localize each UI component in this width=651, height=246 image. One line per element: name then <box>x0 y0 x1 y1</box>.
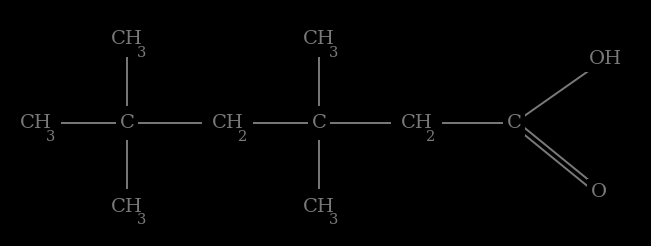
Text: OH: OH <box>589 50 622 68</box>
Text: CH: CH <box>111 198 143 216</box>
Text: OH: OH <box>589 50 622 68</box>
Text: 2: 2 <box>426 130 436 143</box>
Text: C: C <box>507 114 521 132</box>
Text: CH2: CH2 <box>206 114 250 132</box>
Text: 3: 3 <box>137 213 146 227</box>
Text: C: C <box>312 114 326 132</box>
Text: CH2: CH2 <box>395 114 439 132</box>
Text: CH: CH <box>303 30 335 48</box>
Text: CH3: CH3 <box>297 30 341 48</box>
Text: 3: 3 <box>137 46 146 60</box>
Text: CH: CH <box>111 30 143 48</box>
Text: O: O <box>591 183 607 201</box>
Text: C: C <box>312 114 326 132</box>
Text: 3: 3 <box>329 46 338 60</box>
Text: CH: CH <box>303 198 335 216</box>
Text: CH3: CH3 <box>105 198 149 216</box>
Text: 3: 3 <box>329 213 338 227</box>
Text: O: O <box>591 183 607 201</box>
Text: CH: CH <box>20 114 51 132</box>
Text: 3: 3 <box>46 130 55 143</box>
Text: C: C <box>507 114 521 132</box>
Text: CH: CH <box>401 114 432 132</box>
Text: 2: 2 <box>238 130 247 143</box>
Text: CH3: CH3 <box>14 114 58 132</box>
Text: C: C <box>120 114 134 132</box>
Text: C: C <box>120 114 134 132</box>
Text: CH3: CH3 <box>105 30 149 48</box>
Text: CH3: CH3 <box>297 198 341 216</box>
Text: CH: CH <box>212 114 243 132</box>
